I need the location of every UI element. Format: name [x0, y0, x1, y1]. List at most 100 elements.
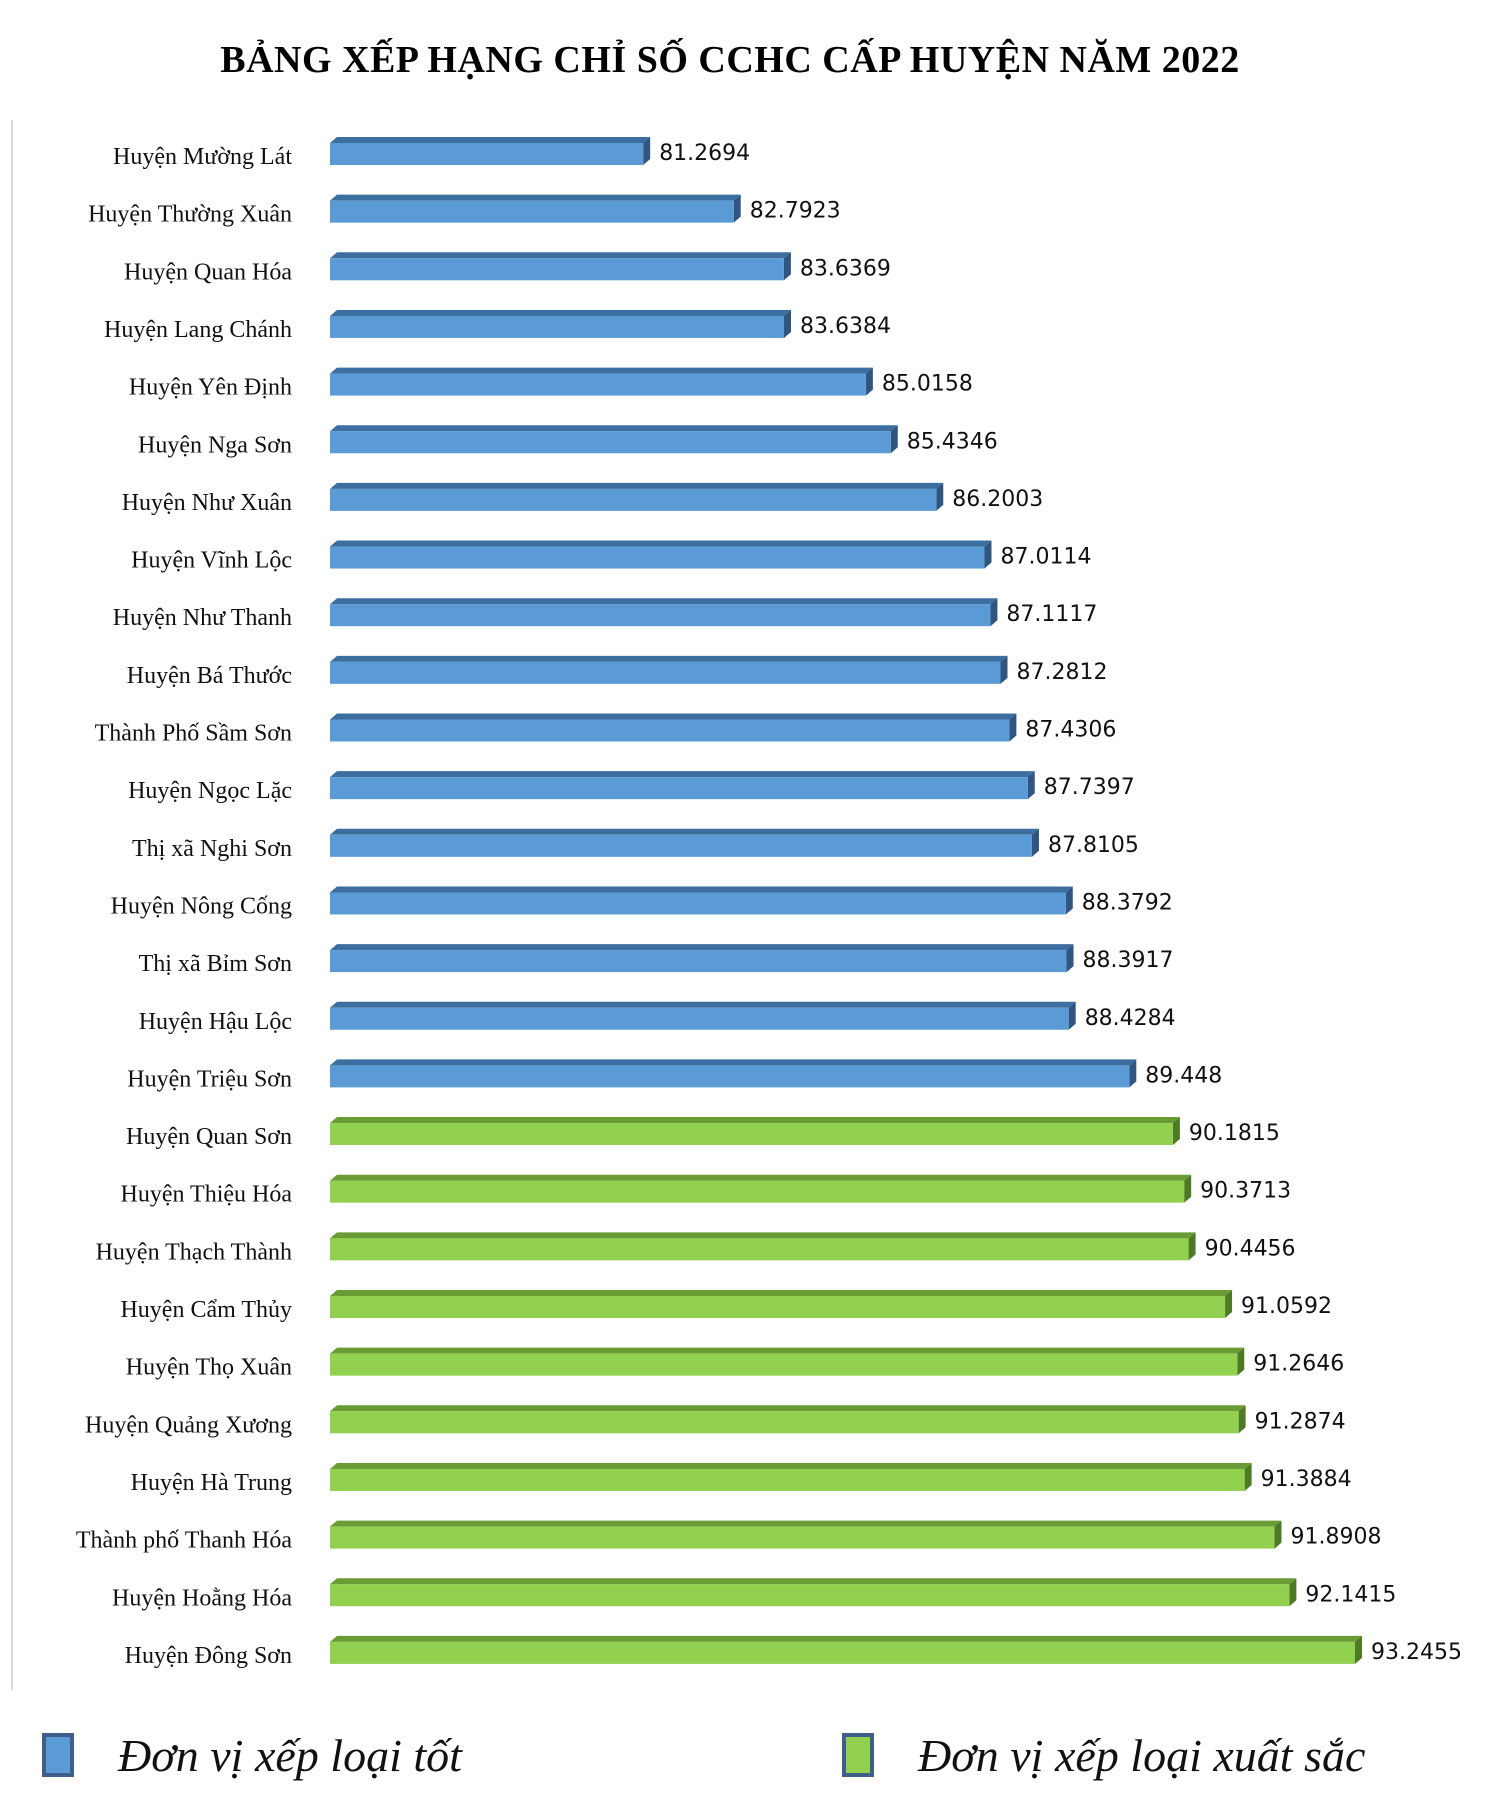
data-label: 87.4306	[1025, 718, 1116, 743]
bar-top-face	[330, 367, 873, 374]
category-label: Huyện Bá Thước	[127, 663, 292, 689]
data-label: 85.0158	[882, 372, 973, 397]
legend-item-xuatsac: Đơn vị xếp loại xuất sắc	[842, 1720, 1365, 1790]
data-label: 91.3884	[1261, 1467, 1352, 1492]
bar-top-face	[330, 771, 1035, 778]
bar	[330, 834, 1032, 857]
bar	[330, 1065, 1130, 1088]
bar-side-face	[1066, 944, 1074, 973]
bar	[330, 431, 891, 454]
bar	[330, 258, 784, 281]
bar-side-face	[890, 425, 898, 454]
category-label: Huyện Thường Xuân	[88, 202, 292, 228]
bar	[330, 1180, 1185, 1203]
bar-side-face	[1225, 1290, 1233, 1318]
chart-title: BẢNG XẾP HẠNG CHỈ SỐ CCHC CẤP HUYỆN NĂM …	[220, 39, 1240, 81]
bar-side-face	[1172, 1117, 1180, 1146]
bar	[330, 950, 1067, 973]
data-label: 90.4456	[1205, 1236, 1296, 1261]
category-label: Huyện Như Xuân	[122, 490, 292, 516]
bar	[330, 1526, 1275, 1549]
bar-top-face	[330, 1059, 1137, 1066]
bar	[330, 1641, 1355, 1664]
bar-side-face	[1289, 1578, 1297, 1607]
bar-top-face	[330, 1232, 1196, 1239]
bar-top-face	[330, 482, 944, 489]
data-label: 86.2003	[952, 487, 1043, 512]
legend-item-tot: Đơn vị xếp loại tốt	[42, 1720, 462, 1790]
data-label: 88.4284	[1085, 1006, 1176, 1031]
bar-top-face	[330, 598, 998, 605]
bar-group: Huyện Nông Cống 88.3792	[111, 886, 1173, 919]
bar-top-face	[330, 1635, 1362, 1642]
category-label: Huyện Như Thanh	[113, 605, 292, 631]
category-label: Huyện Hoằng Hóa	[112, 1585, 292, 1611]
bar-side-face	[783, 252, 791, 281]
bar-side-face	[783, 309, 791, 338]
bar-group: Huyện Ngọc Lặc 87.7397	[128, 771, 1135, 804]
bar-group: Huyện Quan Sơn 90.1815	[126, 1117, 1280, 1150]
bar-group: Huyện Nga Sơn 85.4346	[138, 425, 998, 458]
bar	[330, 546, 985, 569]
data-label: 87.8105	[1048, 833, 1139, 858]
bar-top-face	[330, 1578, 1297, 1585]
bar-top-face	[330, 540, 992, 547]
bar-side-face	[984, 540, 992, 569]
bar-group: Thành Phố Sầm Sơn 87.4306	[95, 713, 1116, 747]
bar-group: Huyện Hoằng Hóa 92.1415	[112, 1578, 1396, 1611]
bar-group: Huyện Thiệu Hóa 90.3713	[120, 1174, 1291, 1208]
bar-group: Huyện Hậu Lộc 88.4284	[139, 1001, 1176, 1035]
bar-side-face	[1237, 1347, 1245, 1376]
bar-group: Huyện Lang Chánh 83.6384	[104, 309, 891, 343]
bar-side-face	[936, 482, 944, 511]
bar-side-face	[1027, 771, 1035, 800]
category-label: Huyện Quan Sơn	[126, 1124, 292, 1150]
bar-side-face	[1355, 1635, 1362, 1664]
data-label: 87.2812	[1017, 660, 1108, 685]
bar-side-face	[1000, 655, 1008, 684]
bar-top-face	[330, 1290, 1233, 1296]
bar-top-face	[330, 137, 651, 143]
bar-top-face	[330, 194, 741, 201]
category-label: Huyện Cẩm Thủy	[120, 1297, 292, 1323]
bar-group: Thị xã Bỉm Sơn 88.3917	[139, 944, 1173, 977]
bar	[330, 1584, 1290, 1607]
category-label: Huyện Thạch Thành	[96, 1239, 292, 1265]
bar-top-face	[330, 1117, 1180, 1124]
category-label: Huyện Quan Hóa	[124, 259, 292, 285]
bar	[330, 892, 1066, 915]
bar-top-face	[330, 1405, 1246, 1412]
bar-top-face	[330, 1520, 1282, 1527]
data-label: 92.1415	[1305, 1582, 1396, 1607]
bar	[330, 1007, 1069, 1030]
category-label: Huyện Hà Trung	[131, 1470, 292, 1496]
data-label: 87.7397	[1044, 775, 1135, 800]
category-label: Thị xã Bỉm Sơn	[139, 951, 292, 977]
data-label: 87.0114	[1000, 545, 1091, 570]
bar-side-face	[1184, 1174, 1192, 1203]
bar-top-face	[330, 1347, 1245, 1354]
category-label: Huyện Lang Chánh	[104, 317, 292, 343]
bar-group: Huyện Cẩm Thủy 91.0592	[120, 1290, 1332, 1323]
bar	[330, 1296, 1226, 1318]
bar-group: Huyện Hà Trung 91.3884	[131, 1462, 1352, 1496]
data-label: 91.0592	[1241, 1294, 1332, 1319]
bar-side-face	[733, 194, 741, 223]
data-label: 90.3713	[1200, 1179, 1291, 1204]
bar-group: Huyện Thọ Xuân 91.2646	[126, 1347, 1344, 1381]
bar-top-face	[330, 944, 1074, 951]
data-label: 89.448	[1145, 1063, 1222, 1088]
bar-side-face	[1129, 1059, 1137, 1088]
category-label: Huyện Nga Sơn	[138, 432, 292, 458]
category-label: Huyện Yên Định	[129, 375, 292, 401]
bar-top-face	[330, 1462, 1252, 1469]
data-label: 85.4346	[907, 429, 998, 454]
bar	[330, 604, 991, 627]
bar-side-face	[865, 367, 873, 396]
bar-top-face	[330, 886, 1073, 893]
category-label: Huyện Ngọc Lặc	[128, 778, 292, 804]
bar	[330, 373, 866, 396]
bar-group: Huyện Thường Xuân 82.7923	[88, 194, 841, 228]
bar-group: Huyện Bá Thước 87.2812	[127, 655, 1108, 689]
category-label: Huyện Mường Lát	[113, 144, 292, 170]
